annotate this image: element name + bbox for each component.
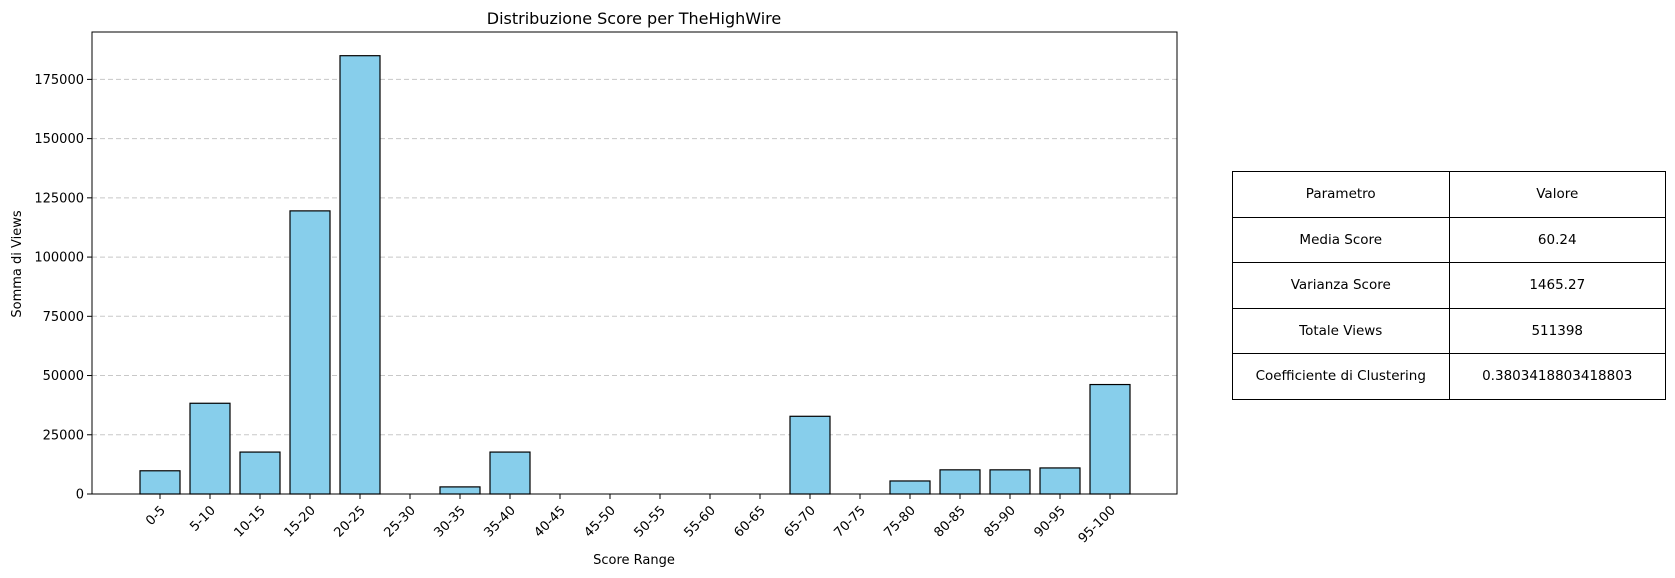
param-cell: Varianza Score: [1232, 262, 1450, 309]
value-cell: 1465.27: [1448, 262, 1666, 309]
bar: [489, 451, 531, 495]
x-tick-label: 25-30: [382, 503, 419, 540]
x-tick-label: 80-85: [932, 503, 969, 540]
x-tick-label: 75-80: [882, 503, 919, 540]
header-value-cell: Valore: [1448, 171, 1666, 218]
bar: [339, 55, 381, 495]
x-tick-label: 10-15: [232, 503, 269, 540]
param-cell: Totale Views: [1232, 307, 1450, 354]
x-tick-label: 45-50: [582, 503, 619, 540]
table-header-row: Parametro Valore: [1232, 171, 1666, 218]
table-row: Totale Views 511398: [1232, 307, 1666, 354]
x-tick-label: 55-60: [682, 503, 719, 540]
table-row: Coefficiente di Clustering 0.38034188034…: [1232, 353, 1666, 400]
grid-lines: [92, 78, 1177, 436]
y-tick-label: 25000: [43, 428, 84, 443]
x-tick-label: 85-90: [982, 503, 1019, 540]
bar-chart: 0 25000 50000 75000 100000 125000 150000 175000…: [10, 9, 1178, 568]
x-tick-label: 90-95: [1032, 503, 1069, 540]
y-tick-label: 75000: [43, 310, 84, 325]
bar: [789, 415, 831, 495]
x-tick-label: 50-55: [632, 503, 669, 540]
x-tick-label: 5-10: [187, 503, 218, 534]
x-axis-ticks: 0-5 5-10 10-15 15-20 20-25 25-30 30-35 35-40 40-…: [143, 494, 1119, 546]
stats-table: Parametro Valore Media Score 60.24 Varia…: [1232, 171, 1666, 400]
value-cell: 0.3803418803418803: [1448, 353, 1666, 400]
bars: [139, 55, 1131, 495]
bar: [1039, 467, 1081, 495]
value-cell: 511398: [1448, 307, 1666, 354]
bar: [189, 402, 231, 495]
bar: [439, 486, 481, 495]
bar: [1089, 383, 1131, 495]
x-tick-label: 35-40: [482, 503, 519, 540]
bar: [989, 469, 1031, 495]
value-cell: 60.24: [1448, 216, 1666, 263]
x-tick-label: 20-25: [332, 503, 369, 540]
x-axis-label: Score Range: [593, 553, 675, 568]
x-tick-label: 15-20: [282, 503, 319, 540]
bar: [939, 469, 981, 495]
bar: [139, 470, 181, 495]
x-tick-label: 40-45: [532, 503, 569, 540]
bar: [889, 480, 931, 495]
x-tick-label: 60-65: [732, 503, 769, 540]
y-tick-label: 125000: [34, 191, 84, 206]
y-tick-label: 100000: [34, 251, 84, 266]
param-cell: Media Score: [1232, 216, 1450, 263]
bar: [289, 210, 331, 495]
plot-frame: [91, 31, 1178, 495]
x-tick-label: 0-5: [143, 503, 169, 529]
header-param-cell: Parametro: [1232, 171, 1450, 218]
table-row: Varianza Score 1465.27: [1232, 262, 1666, 309]
y-tick-label: 175000: [34, 73, 84, 88]
x-tick-label: 95-100: [1076, 503, 1119, 546]
table-row: Media Score 60.24: [1232, 216, 1666, 263]
y-tick-label: 0: [76, 488, 84, 503]
y-axis-label: Somma di Views: [10, 210, 25, 317]
x-tick-label: 30-35: [432, 503, 469, 540]
y-tick-label: 150000: [34, 132, 84, 147]
x-tick-label: 65-70: [782, 503, 819, 540]
param-cell: Coefficiente di Clustering: [1232, 353, 1450, 400]
y-axis-ticks: 0 25000 50000 75000 100000 125000 150000 175000: [34, 73, 92, 503]
x-tick-label: 70-75: [832, 503, 869, 540]
chart-title: Distribuzione Score per TheHighWire: [487, 9, 781, 28]
bar: [239, 451, 281, 495]
y-tick-label: 50000: [43, 369, 84, 384]
